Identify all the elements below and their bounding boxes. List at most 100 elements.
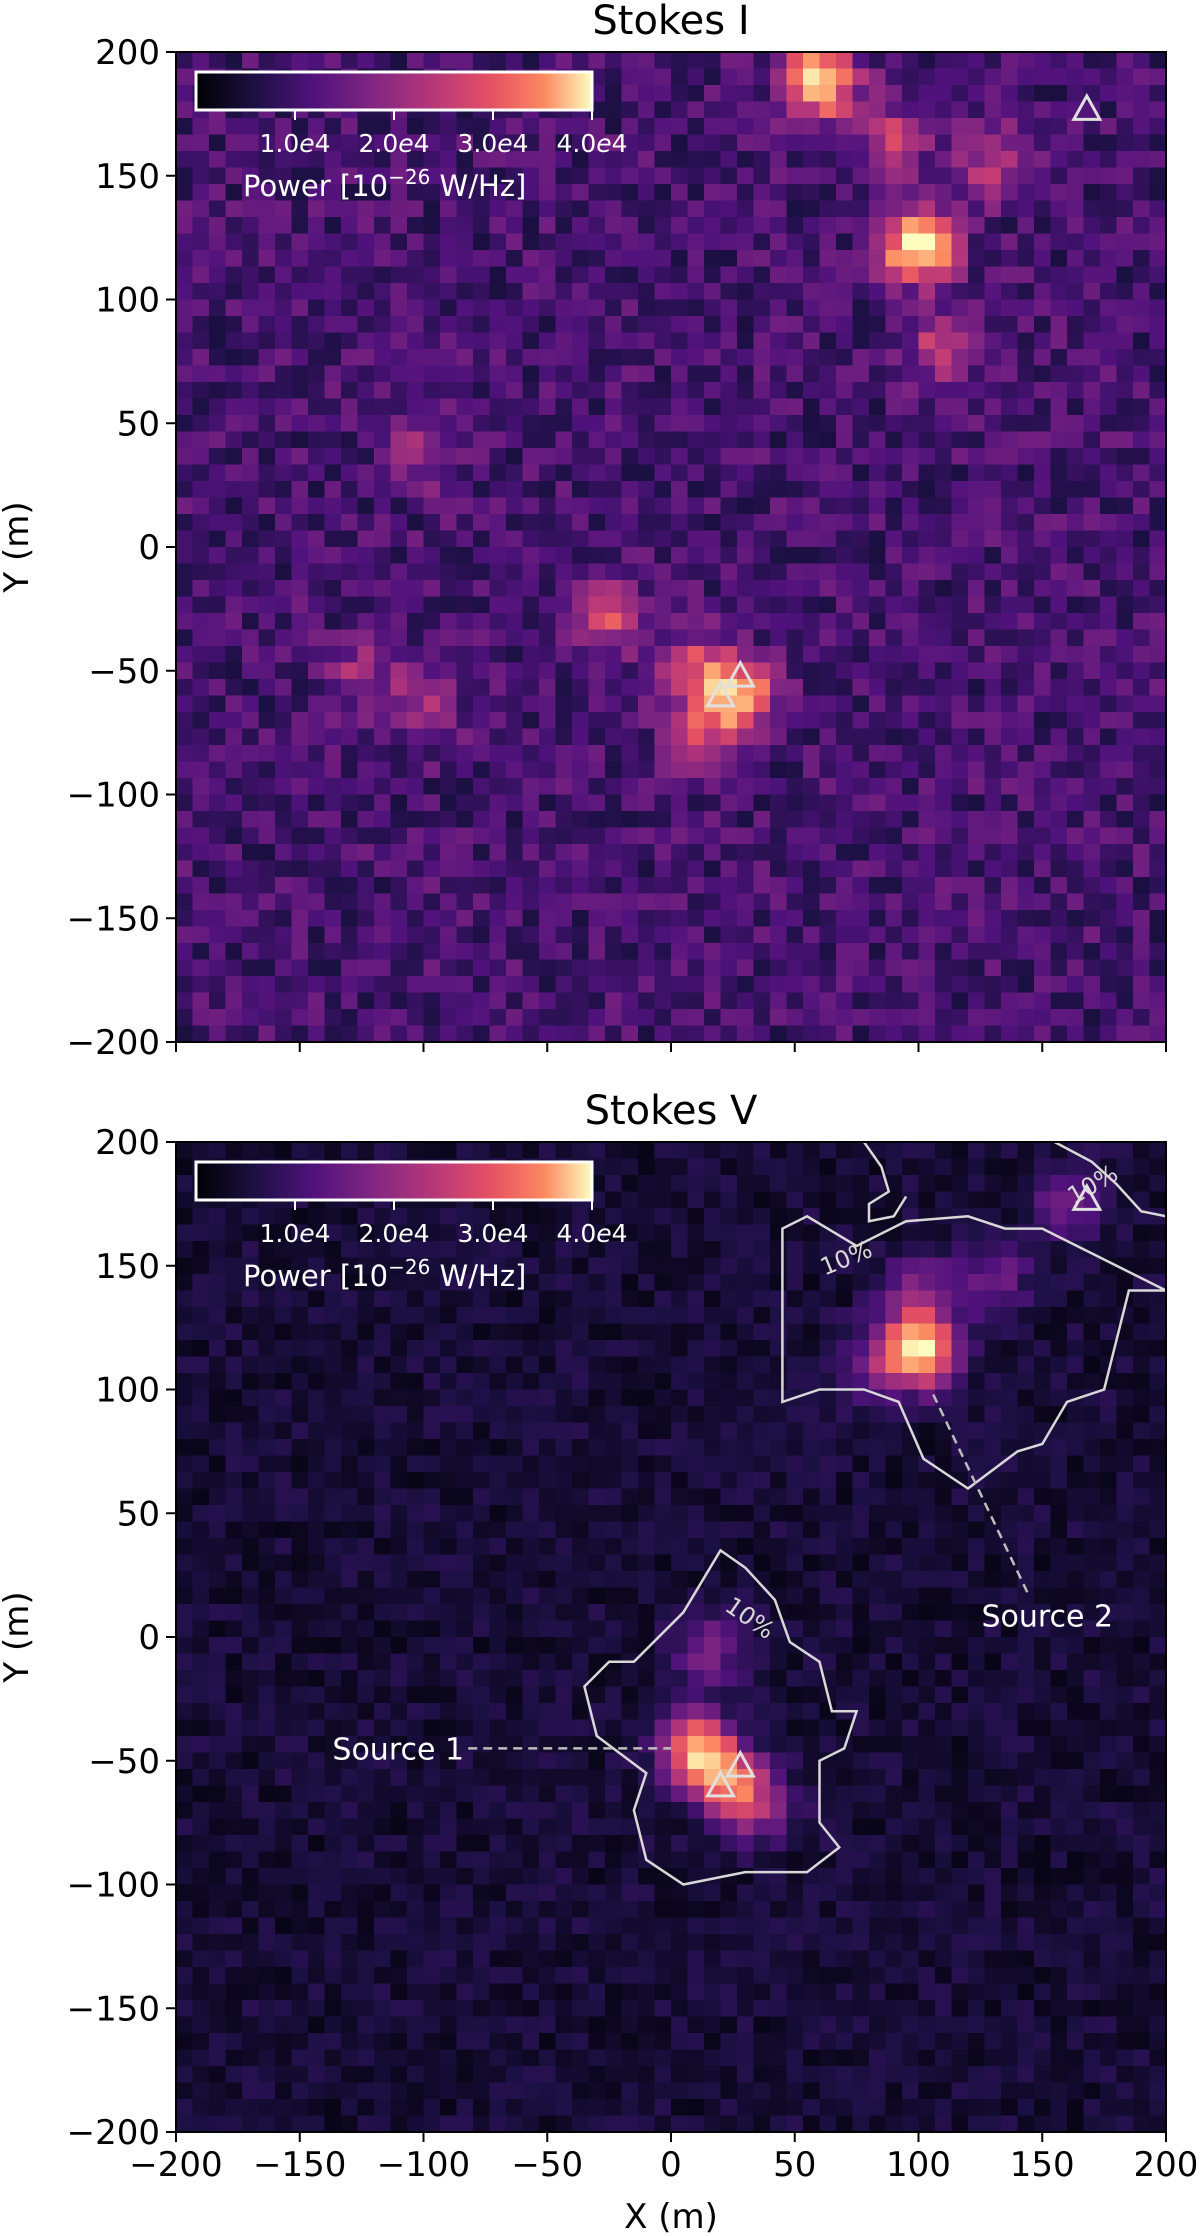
heatmap-cell	[852, 761, 870, 779]
heatmap-cell	[1067, 976, 1085, 994]
heatmap-cell	[374, 959, 392, 977]
heatmap-cell	[555, 481, 573, 499]
heatmap-cell	[935, 860, 953, 878]
heatmap-cell	[588, 299, 606, 317]
heatmap-cell	[275, 530, 293, 548]
heatmap-cell	[440, 398, 458, 416]
heatmap-cell	[638, 613, 656, 631]
heatmap-cell	[473, 1736, 491, 1754]
heatmap-cell	[506, 1901, 524, 1919]
heatmap-cell	[605, 299, 623, 317]
heatmap-cell	[539, 695, 557, 713]
heatmap-cell	[638, 662, 656, 680]
heatmap-cell	[308, 893, 326, 911]
heatmap-cell	[275, 1257, 293, 1275]
heatmap-cell	[258, 1439, 276, 1457]
heatmap-cell	[357, 580, 375, 598]
heatmap-cell	[720, 910, 738, 928]
heatmap-cell	[588, 431, 606, 449]
heatmap-cell	[225, 1884, 243, 1902]
heatmap-cell	[1017, 349, 1035, 367]
heatmap-cell	[819, 398, 837, 416]
heatmap-cell	[423, 943, 441, 961]
heatmap-cell	[209, 1884, 227, 1902]
heatmap-cell	[225, 266, 243, 284]
heatmap-cell	[192, 283, 210, 301]
heatmap-cell	[770, 134, 788, 152]
heatmap-cell	[1100, 794, 1118, 812]
heatmap-cell	[786, 613, 804, 631]
heatmap-cell	[770, 316, 788, 334]
heatmap-cell	[819, 943, 837, 961]
heatmap-cell	[308, 1406, 326, 1424]
heatmap-cell	[341, 613, 359, 631]
heatmap-cell	[852, 68, 870, 86]
heatmap-cell	[1001, 464, 1019, 482]
heatmap-cell	[489, 1571, 507, 1589]
heatmap-cell	[176, 514, 194, 532]
heatmap-cell	[275, 283, 293, 301]
heatmap-cell	[621, 976, 639, 994]
heatmap-cell	[1149, 365, 1166, 383]
heatmap-cell	[605, 563, 623, 581]
heatmap-cell	[456, 1389, 474, 1407]
heatmap-cell	[654, 316, 672, 334]
heatmap-cell	[951, 134, 969, 152]
heatmap-cell	[1034, 68, 1052, 86]
heatmap-cell	[341, 794, 359, 812]
heatmap-cell	[324, 563, 342, 581]
heatmap-cell	[357, 827, 375, 845]
heatmap-cell	[852, 976, 870, 994]
heatmap-cell	[1001, 398, 1019, 416]
heatmap-cell	[192, 1505, 210, 1523]
heatmap-cell	[1100, 514, 1118, 532]
heatmap-cell	[390, 431, 408, 449]
heatmap-cell	[341, 2066, 359, 2084]
heatmap-cell	[258, 481, 276, 499]
heatmap-cell	[951, 349, 969, 367]
heatmap-cell	[390, 761, 408, 779]
heatmap-cell	[176, 497, 194, 515]
heatmap-cell	[291, 514, 309, 532]
heatmap-cell	[918, 134, 936, 152]
heatmap-cell	[291, 1488, 309, 1506]
heatmap-cell	[308, 1373, 326, 1391]
heatmap-cell	[258, 2000, 276, 2018]
heatmap-cell	[374, 1554, 392, 1572]
heatmap-cell	[588, 827, 606, 845]
heatmap-cell	[885, 910, 903, 928]
heatmap-cell	[539, 926, 557, 944]
heatmap-cell	[803, 283, 821, 301]
heatmap-cell	[407, 134, 425, 152]
heatmap-cell	[506, 976, 524, 994]
heatmap-cell	[836, 184, 854, 202]
heatmap-cell	[918, 514, 936, 532]
heatmap-cell	[489, 761, 507, 779]
heatmap-cell	[621, 992, 639, 1010]
heatmap-cell	[258, 1406, 276, 1424]
heatmap-cell	[407, 1488, 425, 1506]
heatmap-cell	[357, 1818, 375, 1836]
heatmap-cell	[489, 1752, 507, 1770]
heatmap-cell	[786, 382, 804, 400]
heatmap-cell	[176, 464, 194, 482]
heatmap-cell	[357, 1571, 375, 1589]
heatmap-cell	[506, 580, 524, 598]
heatmap-cell	[951, 217, 969, 235]
heatmap-cell	[192, 1835, 210, 1853]
heatmap-cell	[687, 761, 705, 779]
heatmap-cell	[440, 893, 458, 911]
heatmap-cell	[291, 761, 309, 779]
heatmap-cell	[456, 1934, 474, 1952]
heatmap-cell	[1083, 794, 1101, 812]
heatmap-cell	[1001, 910, 1019, 928]
heatmap-cell	[638, 794, 656, 812]
heatmap-cell	[473, 1488, 491, 1506]
heatmap-cell	[1050, 332, 1068, 350]
heatmap-cell	[753, 1025, 771, 1042]
heatmap-cell	[390, 679, 408, 697]
heatmap-cell	[803, 217, 821, 235]
heatmap-cell	[291, 943, 309, 961]
heatmap-cell	[209, 52, 227, 70]
heatmap-cell	[951, 250, 969, 268]
